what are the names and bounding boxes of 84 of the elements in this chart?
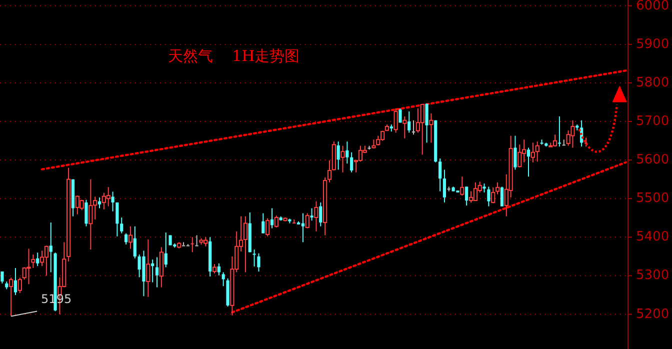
candlestick	[394, 108, 398, 134]
candlestick	[128, 226, 133, 250]
candlestick	[257, 252, 260, 272]
candlestick	[252, 249, 256, 267]
y-tick-label: 5700	[636, 114, 670, 129]
candlestick	[159, 246, 164, 288]
candlestick	[151, 259, 154, 283]
candlestick	[535, 141, 540, 162]
y-tick-label: 6000	[636, 0, 670, 14]
candlestick	[336, 141, 340, 170]
y-tick-label: 5900	[636, 36, 670, 52]
candlestick	[88, 178, 93, 250]
candlestick	[514, 135, 517, 170]
candlestick	[111, 191, 114, 212]
candlestick	[518, 144, 522, 168]
candlestick	[495, 182, 500, 195]
candlestick	[18, 277, 22, 294]
candlestick	[301, 212, 304, 243]
candlestick	[40, 250, 44, 267]
candlestick	[124, 232, 128, 245]
candlestick	[442, 169, 446, 203]
candlestick	[292, 218, 296, 224]
candlestick	[36, 252, 40, 267]
candlestick	[310, 208, 314, 222]
candlestick	[190, 236, 194, 253]
candlestick	[468, 190, 474, 203]
candlestick	[98, 196, 102, 209]
candlestick	[84, 199, 88, 227]
candlestick	[408, 110, 411, 134]
candlestick	[526, 147, 530, 178]
candlestick	[106, 186, 110, 207]
candlestick	[425, 103, 428, 144]
y-tick-label: 5200	[636, 306, 670, 322]
candlestick	[146, 238, 150, 298]
candlestick	[195, 234, 198, 246]
candlestick	[314, 200, 318, 232]
candlestick	[530, 142, 535, 163]
candlestick	[270, 208, 274, 229]
candlestick	[222, 272, 225, 287]
candlestick	[120, 217, 124, 234]
candlestick	[460, 176, 464, 196]
candlestick	[402, 116, 407, 139]
candlestick	[429, 112, 434, 144]
candlestick	[44, 245, 48, 276]
candlestick	[558, 116, 561, 148]
candlestick	[465, 186, 468, 206]
candlestick	[9, 277, 14, 317]
candlestick	[420, 104, 424, 156]
y-tick-label: 5600	[636, 152, 670, 168]
candlestick	[182, 242, 186, 246]
candlestick	[266, 218, 270, 237]
candlestick	[376, 135, 380, 146]
y-tick-label: 5300	[636, 268, 670, 284]
y-tick-label: 5800	[636, 75, 670, 90]
candlestick	[26, 248, 31, 285]
candlestick	[491, 186, 496, 204]
candlestick	[274, 215, 278, 228]
candlestick	[319, 202, 322, 227]
candlestick	[49, 222, 52, 273]
candlestick	[562, 139, 566, 146]
candlestick	[212, 264, 217, 274]
candlestick	[168, 234, 172, 246]
y-tick-label: 5400	[636, 230, 670, 245]
candlestick	[186, 244, 190, 246]
candlestick	[412, 120, 416, 136]
candlestick	[243, 216, 248, 273]
candlestick	[155, 256, 159, 288]
y-tick-label: 5500	[636, 191, 670, 206]
candlestick	[164, 232, 168, 268]
text: 天然气 1H走势图	[168, 47, 300, 66]
candlestick	[487, 186, 490, 207]
candlestick	[133, 226, 136, 259]
candlestick	[346, 141, 349, 164]
candlestick	[262, 212, 265, 234]
candlestick	[217, 262, 220, 276]
candlestick	[340, 145, 345, 173]
candlestick	[438, 158, 442, 192]
candlestick	[305, 212, 310, 229]
candlestick	[500, 186, 504, 207]
candlestick	[327, 160, 332, 183]
candlestick	[350, 152, 354, 173]
candlestick	[398, 108, 402, 124]
candlestick	[116, 202, 119, 237]
candlestick	[14, 268, 18, 296]
